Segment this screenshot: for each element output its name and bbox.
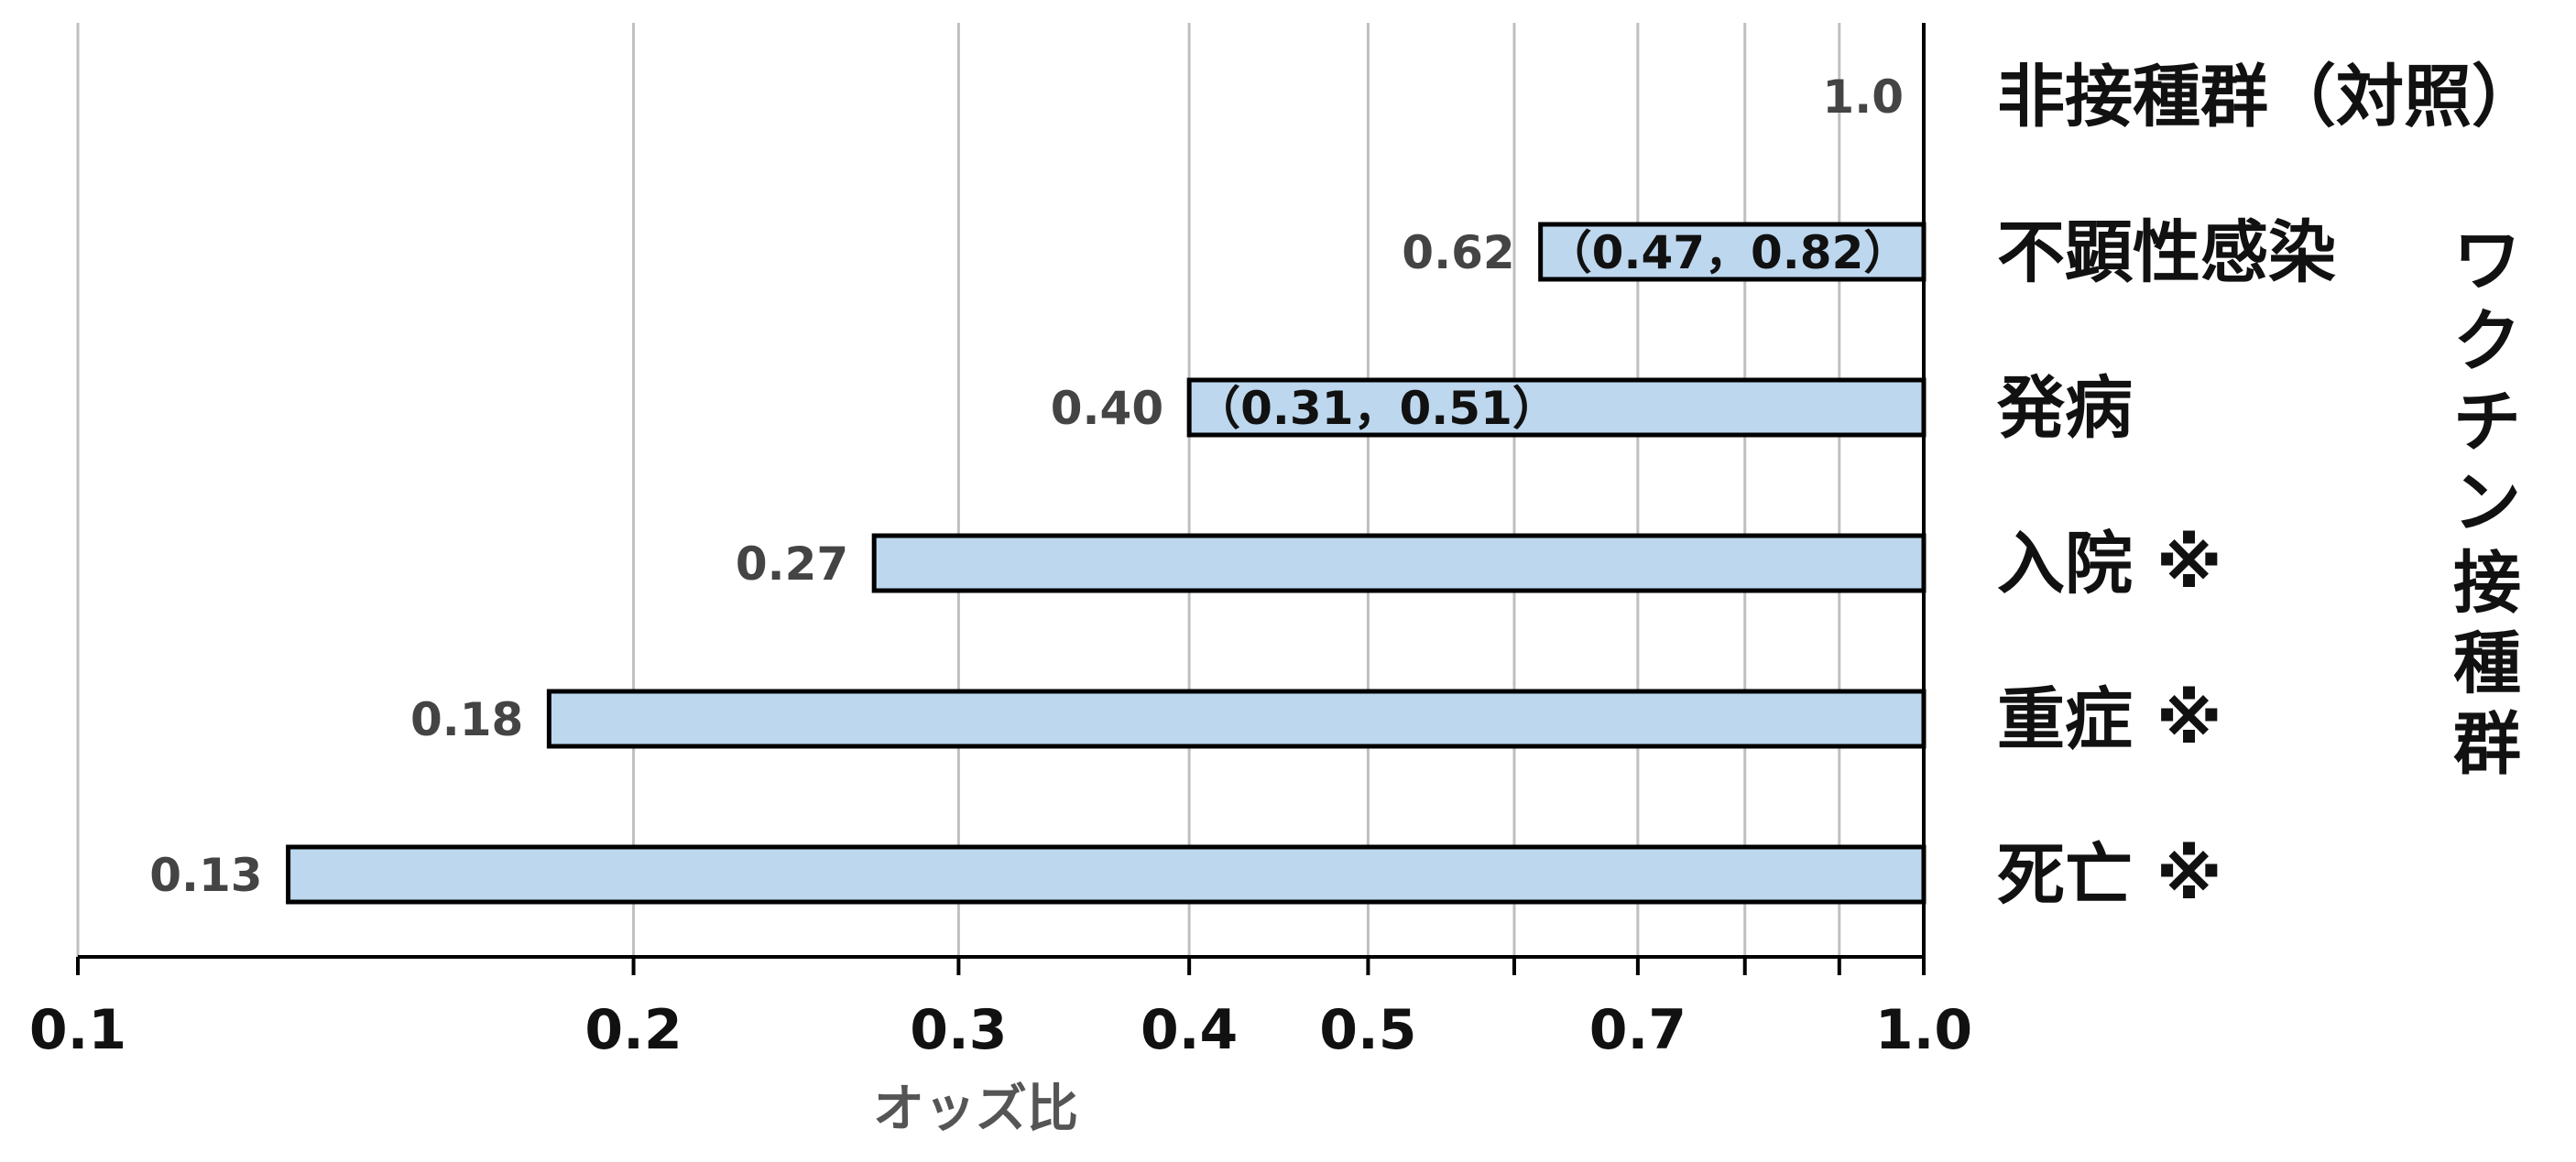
group-label-char: 接	[2453, 544, 2521, 623]
ci-label: （0.47，0.82）	[1546, 226, 1910, 279]
group-label: ワクチン接種群	[2453, 222, 2521, 784]
x-tick-label: 0.2	[584, 998, 682, 1062]
group-label-char: 種	[2453, 624, 2521, 703]
group-label-char: 群	[2453, 705, 2521, 784]
category-label: 入院 ※	[1997, 525, 2222, 603]
x-axis: 0.1 0.2 0.3 0.4 0.5 0.7 1.0	[29, 23, 1972, 1062]
category-label: 非接種群（対照）	[1997, 58, 2539, 136]
x-tick-label: 0.3	[910, 998, 1007, 1062]
x-tick-label: 0.7	[1589, 998, 1686, 1062]
x-tick-label: 0.1	[29, 998, 126, 1062]
group-label-text: ワクチン接種群	[2453, 222, 2521, 784]
value-label: 0.62	[1402, 226, 1514, 279]
category-label: 死亡 ※	[1997, 836, 2222, 915]
bars	[286, 222, 1927, 905]
category-label: 発病	[1997, 369, 2133, 448]
gridlines	[76, 23, 1841, 957]
category-label: 重症 ※	[1997, 680, 2222, 759]
bar	[546, 689, 1927, 749]
group-label-char: ン	[2453, 463, 2521, 542]
bar	[1186, 377, 1927, 438]
group-label-char: ク	[2453, 302, 2521, 381]
value-label: 1.0	[1822, 71, 1904, 124]
group-label-char: ワ	[2453, 222, 2521, 300]
x-tick-label: 0.4	[1141, 998, 1238, 1062]
bar	[871, 533, 1927, 593]
x-tick-label: 0.5	[1319, 998, 1416, 1062]
value-label: 0.27	[736, 538, 848, 591]
value-label: 0.40	[1051, 382, 1163, 435]
labels: 1.0 非接種群（対照） 0.62 （0.47，0.82） 不顕性感染 0.40 （0.31…	[149, 58, 2539, 915]
group-label-char: チ	[2453, 383, 2521, 462]
value-label: 0.13	[149, 849, 262, 902]
ci-label: （0.31，0.51）	[1195, 382, 1558, 435]
value-label: 0.18	[410, 693, 523, 746]
x-tick-label: 1.0	[1875, 998, 1972, 1062]
bar	[286, 844, 1927, 905]
x-axis-title: オッズ比	[873, 1080, 1078, 1139]
category-label: 不顕性感染	[1997, 213, 2336, 292]
